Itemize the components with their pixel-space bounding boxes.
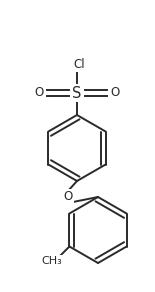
Text: O: O — [63, 190, 73, 204]
Text: O: O — [110, 86, 120, 100]
Text: O: O — [34, 86, 44, 100]
Text: CH₃: CH₃ — [41, 256, 62, 265]
Text: S: S — [72, 86, 82, 100]
Text: Cl: Cl — [73, 58, 85, 72]
